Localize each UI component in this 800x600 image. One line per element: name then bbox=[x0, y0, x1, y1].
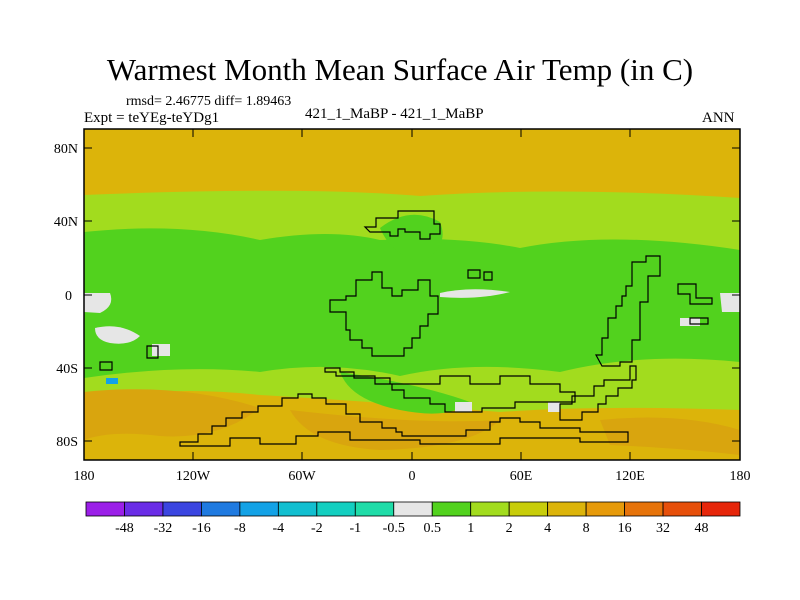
colorbar-swatch bbox=[162, 501, 202, 517]
field-white-patch-ind bbox=[455, 402, 472, 412]
temperature-field bbox=[84, 129, 740, 460]
colorbar-label: -4 bbox=[273, 521, 285, 536]
lon-label-180-west: 180 bbox=[74, 469, 95, 484]
colorbar-swatch bbox=[201, 501, 241, 517]
colorbar-label: -2 bbox=[311, 521, 323, 536]
colorbar-swatch bbox=[662, 501, 702, 517]
coastline-mid-island bbox=[467, 269, 481, 279]
colorbar-swatch bbox=[470, 501, 510, 517]
axis-ticks bbox=[84, 129, 740, 460]
field-green-zone bbox=[84, 228, 740, 378]
field-blue-spot bbox=[106, 378, 118, 384]
colorbar-swatch bbox=[316, 501, 356, 517]
colorbar-swatch bbox=[239, 501, 279, 517]
colorbar-swatch bbox=[124, 501, 164, 517]
colorbar-swatch bbox=[508, 501, 549, 517]
colorbar-label: -48 bbox=[115, 521, 134, 536]
coastline-eastern-continent bbox=[594, 255, 661, 367]
colorbar-label: -16 bbox=[192, 521, 211, 536]
coastline-central-continent bbox=[329, 271, 439, 357]
experiment-label: Expt = teYEg-teYDg1 bbox=[84, 110, 220, 126]
lat-label-80s: 80S bbox=[56, 435, 78, 450]
lat-label-40s: 40S bbox=[56, 362, 78, 377]
coastline-west-small-2 bbox=[99, 361, 113, 371]
colorbar-label: -1 bbox=[349, 521, 361, 536]
map-title: Warmest Month Mean Surface Air Temp (in … bbox=[106, 52, 694, 87]
lon-labels: 180 120W 60W 0 60E 120E 180 bbox=[74, 469, 751, 484]
field-white-patch-east bbox=[720, 293, 740, 312]
colorbar-label: 1 bbox=[467, 521, 474, 536]
rmsd-diff-stats: rmsd= 2.46775 diff= 1.89463 bbox=[126, 94, 292, 109]
colorbar bbox=[85, 501, 741, 517]
colorbar-swatch bbox=[354, 501, 395, 517]
lon-label-120w: 120W bbox=[176, 469, 211, 484]
field-white-patch-sw2 bbox=[152, 344, 170, 356]
lon-label-60e: 60E bbox=[510, 469, 533, 484]
comparison-label: 421_1_MaBP - 421_1_MaBP bbox=[305, 106, 484, 122]
field-white-patch-ind2 bbox=[548, 402, 560, 412]
coastline-north-landmass bbox=[363, 210, 441, 240]
colorbar-label: 32 bbox=[656, 521, 670, 536]
colorbar-swatch bbox=[431, 501, 472, 517]
colorbar-labels: -48 -32 -16 -8 -4 -2 -1 -0.5 0.5 1 2 4 8 16 32 48 bbox=[115, 521, 708, 536]
field-white-patch-west bbox=[84, 293, 112, 313]
colorbar-label: 16 bbox=[618, 521, 632, 536]
coastline-west-small-1 bbox=[146, 345, 159, 359]
field-white-patch-sw bbox=[95, 326, 140, 344]
lon-label-60w: 60W bbox=[288, 469, 316, 484]
colorbar-label: 4 bbox=[544, 521, 551, 536]
field-south-orange-2 bbox=[290, 410, 500, 450]
colorbar-swatch bbox=[624, 501, 664, 517]
lat-label-0: 0 bbox=[65, 289, 72, 304]
lon-label-120e: 120E bbox=[615, 469, 645, 484]
colorbar-swatch bbox=[277, 501, 318, 517]
coastline-southeast-continent bbox=[559, 365, 637, 421]
colorbar-label: 8 bbox=[583, 521, 590, 536]
colorbar-label: -8 bbox=[234, 521, 246, 536]
season-label: ANN bbox=[702, 110, 735, 126]
colorbar-label: 0.5 bbox=[423, 521, 441, 536]
coastline-east-islands bbox=[677, 283, 713, 305]
colorbar-swatch bbox=[585, 501, 625, 517]
colorbar-swatch bbox=[547, 501, 587, 517]
lat-labels: 80N 40N 0 40S 80S bbox=[54, 142, 78, 450]
field-white-patch-atl bbox=[440, 289, 510, 298]
colorbar-label: -32 bbox=[154, 521, 173, 536]
colorbar-swatch bbox=[85, 501, 125, 517]
field-green-patch-north bbox=[380, 214, 443, 262]
lon-label-0: 0 bbox=[409, 469, 416, 484]
coastline-antarctica bbox=[179, 393, 629, 447]
coastline-outlines bbox=[99, 210, 713, 447]
lat-label-80n: 80N bbox=[54, 142, 78, 157]
colorbar-label: 48 bbox=[695, 521, 709, 536]
colorbar-swatch bbox=[393, 501, 433, 517]
coastline-southern-continent bbox=[324, 367, 576, 413]
field-green-patch-south bbox=[340, 372, 470, 414]
lon-label-180-east: 180 bbox=[730, 469, 751, 484]
colorbar-label: -0.5 bbox=[383, 521, 405, 536]
coastline-east-island-small bbox=[689, 317, 709, 325]
lat-label-40n: 40N bbox=[54, 215, 78, 230]
colorbar-swatch bbox=[701, 501, 741, 517]
field-south-orange-3 bbox=[600, 417, 740, 455]
colorbar-label: 2 bbox=[506, 521, 513, 536]
field-south-orange bbox=[84, 389, 260, 440]
coastline-mid-island-2 bbox=[483, 271, 493, 281]
